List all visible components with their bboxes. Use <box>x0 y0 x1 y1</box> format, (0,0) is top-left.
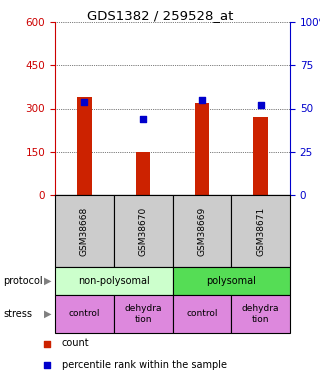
Text: ▶: ▶ <box>44 276 52 286</box>
Bar <box>253 117 268 195</box>
Text: GSM38668: GSM38668 <box>80 206 89 256</box>
Bar <box>114 195 172 267</box>
Text: count: count <box>61 339 89 348</box>
Bar <box>136 152 150 195</box>
Bar <box>231 295 290 333</box>
Bar <box>172 267 290 295</box>
Text: GSM38670: GSM38670 <box>139 206 148 256</box>
Point <box>82 99 87 105</box>
Bar <box>231 195 290 267</box>
Text: protocol: protocol <box>3 276 43 286</box>
Text: GDS1382 / 259528_at: GDS1382 / 259528_at <box>87 9 233 22</box>
Text: control: control <box>68 309 100 318</box>
Text: polysomal: polysomal <box>206 276 256 286</box>
Point <box>258 102 263 108</box>
Text: ▶: ▶ <box>44 309 52 319</box>
Text: GSM38669: GSM38669 <box>197 206 206 256</box>
Bar <box>172 295 231 333</box>
Point <box>44 340 49 346</box>
Point <box>140 116 146 122</box>
Text: non-polysomal: non-polysomal <box>78 276 150 286</box>
Text: percentile rank within the sample: percentile rank within the sample <box>61 360 227 369</box>
Bar <box>55 195 114 267</box>
Point <box>199 97 204 103</box>
Point <box>44 362 49 368</box>
Text: control: control <box>186 309 218 318</box>
Text: dehydra
tion: dehydra tion <box>242 304 279 324</box>
Bar <box>195 103 209 195</box>
Bar <box>55 295 114 333</box>
Bar <box>172 195 231 267</box>
Bar <box>55 267 172 295</box>
Bar <box>114 295 172 333</box>
Text: dehydra
tion: dehydra tion <box>124 304 162 324</box>
Bar <box>77 97 92 195</box>
Text: stress: stress <box>3 309 32 319</box>
Text: GSM38671: GSM38671 <box>256 206 265 256</box>
